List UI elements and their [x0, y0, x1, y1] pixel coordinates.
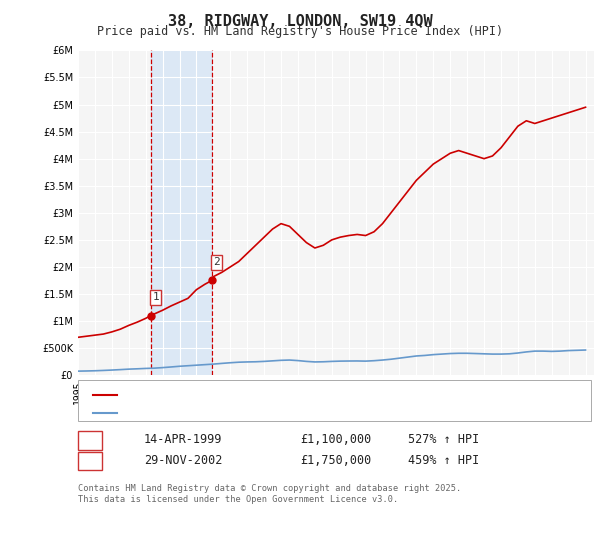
Text: 527% ↑ HPI: 527% ↑ HPI: [408, 433, 479, 446]
Text: 14-APR-1999: 14-APR-1999: [144, 433, 223, 446]
Text: £1,750,000: £1,750,000: [300, 454, 371, 467]
Text: Contains HM Land Registry data © Crown copyright and database right 2025.
This d: Contains HM Land Registry data © Crown c…: [78, 484, 461, 504]
Text: 2: 2: [86, 454, 94, 467]
Text: 1: 1: [86, 433, 94, 446]
Text: 29-NOV-2002: 29-NOV-2002: [144, 454, 223, 467]
Text: 1: 1: [152, 292, 159, 302]
Text: 2: 2: [214, 257, 220, 267]
Text: Price paid vs. HM Land Registry's House Price Index (HPI): Price paid vs. HM Land Registry's House …: [97, 25, 503, 38]
Text: 459% ↑ HPI: 459% ↑ HPI: [408, 454, 479, 467]
Text: HPI: Average price, semi-detached house, Merton: HPI: Average price, semi-detached house,…: [120, 408, 414, 418]
Text: 38, RIDGWAY, LONDON, SW19 4QW (semi-detached house): 38, RIDGWAY, LONDON, SW19 4QW (semi-deta…: [120, 390, 439, 400]
Bar: [151, 50, 212, 375]
Text: 38, RIDGWAY, LONDON, SW19 4QW: 38, RIDGWAY, LONDON, SW19 4QW: [167, 14, 433, 29]
Text: £1,100,000: £1,100,000: [300, 433, 371, 446]
